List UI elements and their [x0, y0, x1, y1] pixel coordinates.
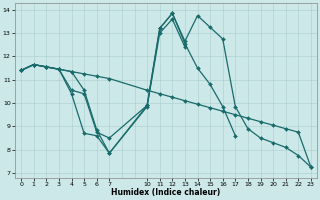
X-axis label: Humidex (Indice chaleur): Humidex (Indice chaleur) — [111, 188, 221, 197]
